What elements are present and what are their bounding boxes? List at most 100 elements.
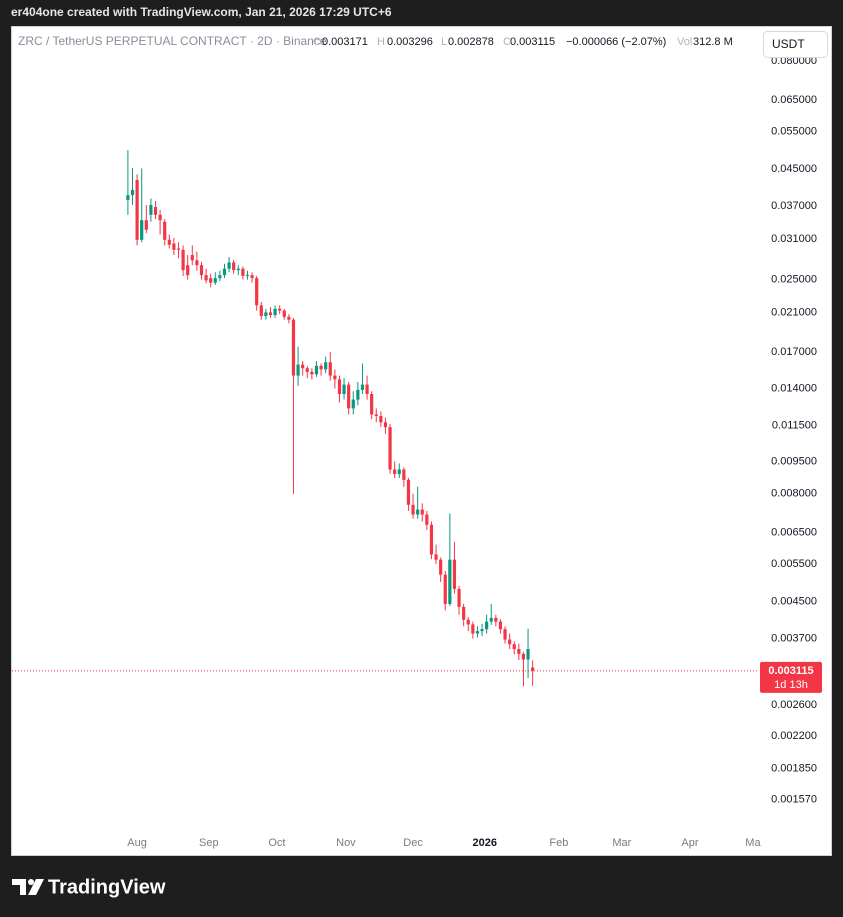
plot: 0.0800000.0650000.0550000.0450000.037000… xyxy=(12,55,822,849)
candle-body xyxy=(443,574,447,604)
legend: O 0.003171 H 0.003296 L 0.002878 C 0.003115 −0.0… xyxy=(313,36,733,48)
x-tick-label: Mar xyxy=(612,837,631,849)
x-tick-label: Aug xyxy=(127,837,147,849)
candle-body xyxy=(393,469,397,475)
x-tick-label: Oct xyxy=(268,837,285,849)
candle-body xyxy=(172,243,176,250)
x-tick-label: Apr xyxy=(681,837,698,849)
candle-body xyxy=(526,649,530,660)
candle-body xyxy=(314,365,319,375)
x-tick-label: Sep xyxy=(199,837,219,849)
y-tick-label: 0.065000 xyxy=(771,94,817,106)
ohlc-label: L xyxy=(441,36,447,48)
y-tick-label: 0.014000 xyxy=(771,382,817,394)
candle-body xyxy=(222,268,227,276)
x-tick-label: 2026 xyxy=(473,837,497,849)
candle-body xyxy=(333,375,337,380)
y-tick-label: 0.001570 xyxy=(771,794,817,806)
currency-button[interactable] xyxy=(763,31,828,58)
candle-body xyxy=(163,221,167,240)
candle-body xyxy=(351,399,355,409)
candle-body xyxy=(383,422,388,428)
candle-body xyxy=(255,278,259,306)
ohlc-value: 0.003296 xyxy=(387,36,433,48)
candle-body xyxy=(259,305,263,316)
candle-body xyxy=(429,524,434,555)
y-tick-label: 0.021000 xyxy=(771,306,817,318)
candle-body xyxy=(144,220,148,230)
candle-body xyxy=(494,617,498,622)
y-tick-label: 0.011500 xyxy=(772,419,817,431)
candle-body xyxy=(310,371,314,375)
y-tick-label: 0.006500 xyxy=(771,527,817,539)
x-tick-label: Nov xyxy=(336,837,356,849)
candle-body xyxy=(236,268,240,271)
candle-body xyxy=(374,414,378,416)
candle-body xyxy=(186,265,190,276)
x-tick-label: Feb xyxy=(549,837,568,849)
candle-body xyxy=(296,364,300,376)
candle-body xyxy=(324,362,328,370)
candle-body xyxy=(167,239,171,245)
y-tick-label: 0.002200 xyxy=(771,730,817,742)
candle-body xyxy=(425,514,429,525)
logo xyxy=(12,879,44,895)
candle-body xyxy=(282,310,286,317)
candle-body xyxy=(471,624,475,634)
candle-body xyxy=(416,509,420,515)
price-tag xyxy=(760,661,822,693)
candle-body xyxy=(411,504,415,515)
y-tick-label: 0.055000 xyxy=(771,125,817,137)
candle-body xyxy=(153,206,158,215)
candle-body xyxy=(402,469,406,480)
logo-mark xyxy=(12,879,26,895)
candle-body xyxy=(245,275,250,277)
candle-body xyxy=(181,249,185,271)
candle-body xyxy=(195,260,199,266)
candle-body xyxy=(319,365,323,370)
candle-body xyxy=(227,262,231,269)
candle-body xyxy=(291,319,296,376)
candle-body xyxy=(250,275,254,279)
candle-body xyxy=(268,312,273,316)
candle-body xyxy=(508,639,512,645)
chart-panel xyxy=(11,26,832,856)
candle-body xyxy=(531,667,535,671)
brand: TradingView xyxy=(48,876,166,898)
candle-body xyxy=(126,195,130,200)
volume: 312.8 M xyxy=(693,36,733,48)
x-tick-label: Ma xyxy=(745,837,761,849)
change: −0.000066 (−2.07%) xyxy=(566,36,666,48)
candle-body xyxy=(130,189,135,196)
candle-body xyxy=(457,588,461,607)
candle-body xyxy=(204,275,208,281)
candle-body xyxy=(273,308,277,316)
candle-body xyxy=(521,653,526,660)
candle-body xyxy=(365,384,369,394)
candle-body xyxy=(158,214,162,221)
ohlc-value: 0.002878 xyxy=(448,36,494,48)
currency[interactable]: USDT xyxy=(772,37,805,51)
candle-body xyxy=(149,204,153,215)
candle-body xyxy=(264,312,268,316)
candle-body xyxy=(287,316,291,320)
y-tick-label: 0.025000 xyxy=(771,274,817,286)
volume-label: Vol xyxy=(677,36,692,48)
y-tick-label: 0.002600 xyxy=(771,699,817,711)
candle-body xyxy=(448,559,452,604)
candle-body xyxy=(209,278,213,283)
candle-body xyxy=(517,649,521,654)
y-tick-label: 0.008000 xyxy=(771,488,817,500)
candle-body xyxy=(199,265,204,276)
x-tick-label: Dec xyxy=(403,837,423,849)
candle-body xyxy=(218,275,222,279)
candle-body xyxy=(347,384,351,409)
candle-body xyxy=(475,631,480,634)
ohlc-label: H xyxy=(377,36,385,48)
candle-body xyxy=(356,389,360,400)
candle-body xyxy=(140,220,144,240)
y-tick-label: 0.009500 xyxy=(771,455,817,467)
y-tick-label: 0.045000 xyxy=(771,163,817,175)
price-tag-countdown: 1d 13h xyxy=(774,679,808,691)
